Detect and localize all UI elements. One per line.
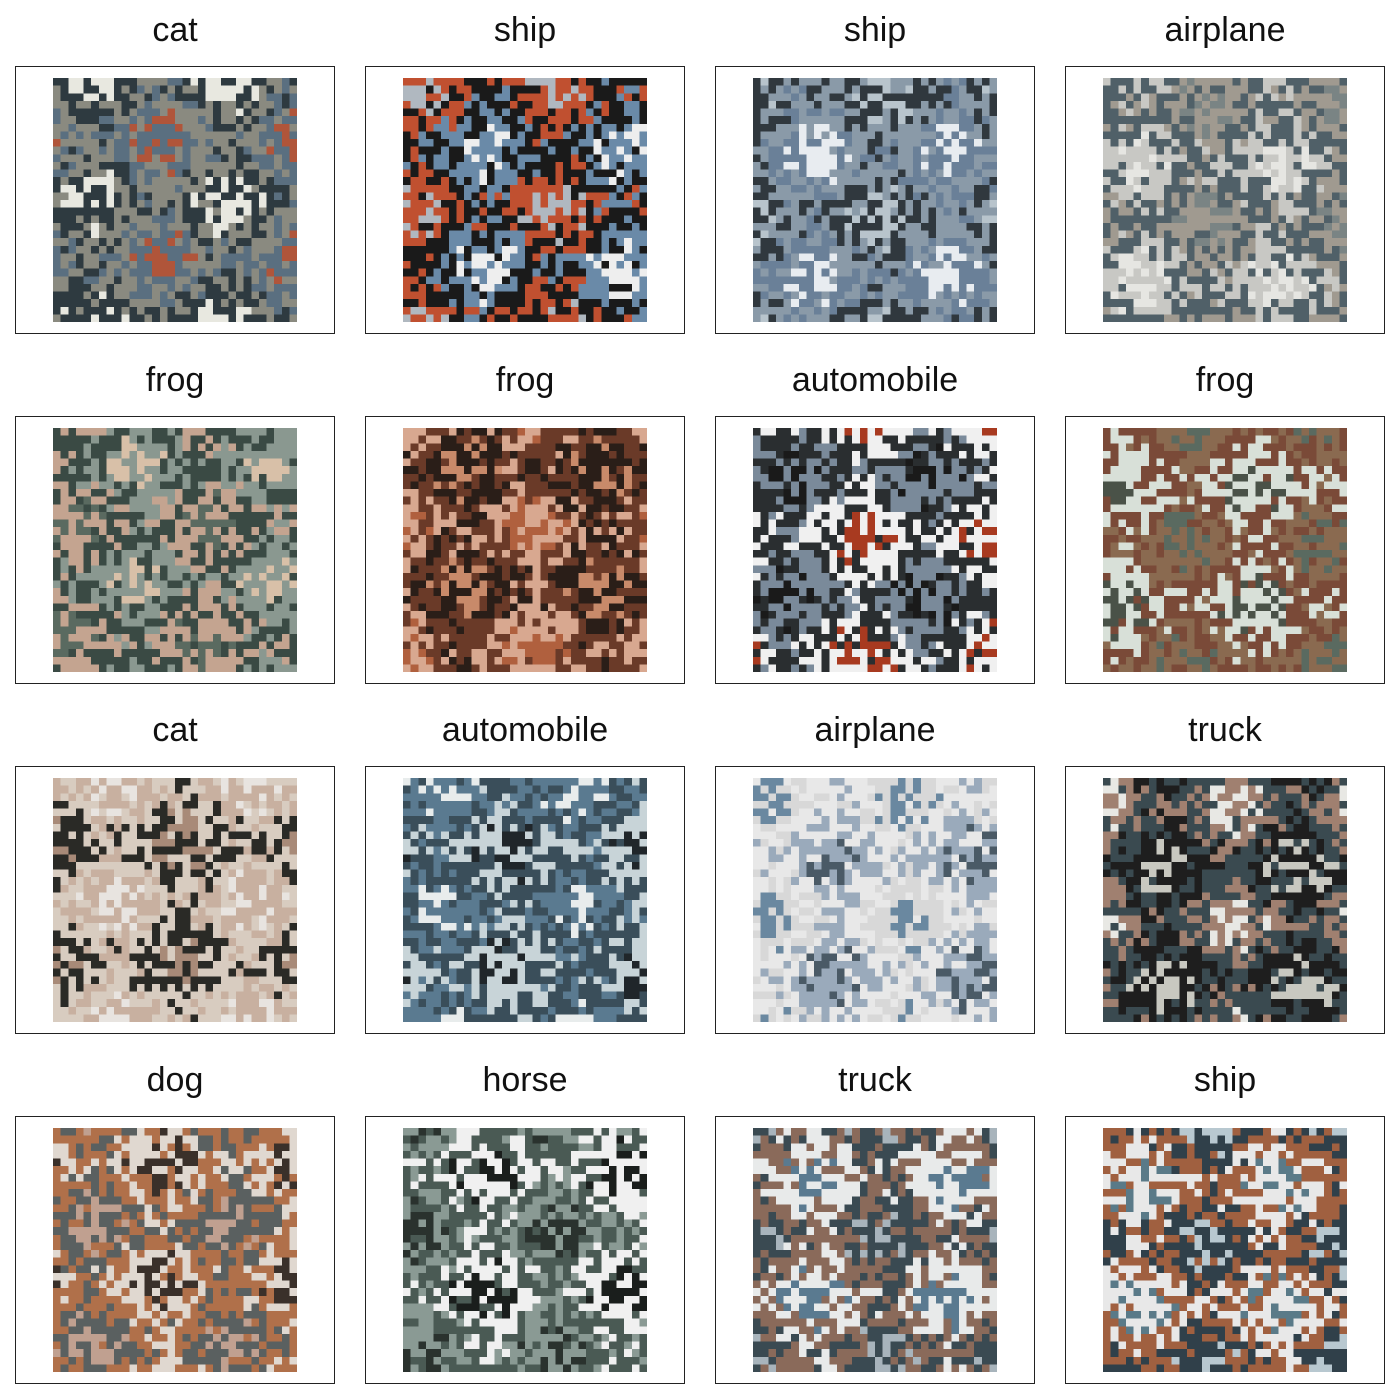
pixelated-concorde-airplane: [1103, 78, 1347, 322]
grid-cell: dog: [15, 1050, 335, 1384]
pixelated-cat-on-blue-surface: [53, 78, 297, 322]
image-label: frog: [145, 361, 205, 399]
image-frame: [715, 1116, 1035, 1384]
grid-cell: automobile: [365, 700, 685, 1034]
image-frame: [1065, 416, 1385, 684]
image-label: frog: [495, 361, 555, 399]
image-frame: [715, 416, 1035, 684]
image-frame: [715, 66, 1035, 334]
pixelated-white-dog: [53, 1128, 297, 1372]
grid-cell: horse: [365, 1050, 685, 1384]
pixelated-brown-frog: [403, 428, 647, 672]
grid-cell: ship: [1065, 1050, 1385, 1384]
pixelated-blue-dump-truck: [753, 1128, 997, 1372]
pixelated-white-horse-dark-background: [403, 1128, 647, 1372]
image-frame: [15, 766, 335, 1034]
image-label: airplane: [814, 711, 936, 749]
image-label: ship: [493, 11, 557, 49]
image-label: ship: [1193, 1061, 1257, 1099]
pixelated-grey-ship-on-water: [753, 78, 997, 322]
pixelated-white-ship-at-dock: [403, 78, 647, 322]
image-frame: [1065, 766, 1385, 1034]
grid-cell: airplane: [715, 700, 1035, 1034]
grid-cell: ship: [715, 0, 1035, 334]
grid-cell: automobile: [715, 350, 1035, 684]
image-label: ship: [843, 11, 907, 49]
image-frame: [365, 416, 685, 684]
pixelated-frog-in-foliage: [53, 428, 297, 672]
grid-cell: ship: [365, 0, 685, 334]
image-frame: [1065, 1116, 1385, 1384]
image-label: airplane: [1164, 11, 1286, 49]
image-label: automobile: [441, 711, 609, 749]
image-label: cat: [152, 11, 198, 49]
image-label: cat: [152, 711, 198, 749]
pixelated-pale-cat: [53, 778, 297, 1022]
image-label: frog: [1195, 361, 1255, 399]
image-label: truck: [838, 1061, 912, 1099]
image-frame: [365, 66, 685, 334]
pixelated-boat-on-water: [1103, 1128, 1347, 1372]
grid-cell: cat: [15, 0, 335, 334]
image-frame: [15, 1116, 335, 1384]
grid-cell: airplane: [1065, 0, 1385, 334]
image-frame: [715, 766, 1035, 1034]
grid-cell: truck: [715, 1050, 1035, 1384]
pixelated-white-truck: [1103, 778, 1347, 1022]
image-label: truck: [1188, 711, 1262, 749]
pixelated-blurry-frog: [1103, 428, 1347, 672]
image-frame: [15, 66, 335, 334]
image-frame: [365, 766, 685, 1034]
pixelated-blue-jeep: [403, 778, 647, 1022]
image-label: dog: [146, 1061, 204, 1099]
image-frame: [1065, 66, 1385, 334]
grid-cell: frog: [365, 350, 685, 684]
pixelated-white-car-red-background: [753, 428, 997, 672]
image-frame: [365, 1116, 685, 1384]
image-label: horse: [482, 1061, 568, 1099]
image-label: automobile: [791, 361, 959, 399]
grid-cell: truck: [1065, 700, 1385, 1034]
pixelated-jet-blue-sky: [753, 778, 997, 1022]
image-frame: [15, 416, 335, 684]
grid-cell: frog: [1065, 350, 1385, 684]
grid-cell: cat: [15, 700, 335, 1034]
grid-cell: frog: [15, 350, 335, 684]
